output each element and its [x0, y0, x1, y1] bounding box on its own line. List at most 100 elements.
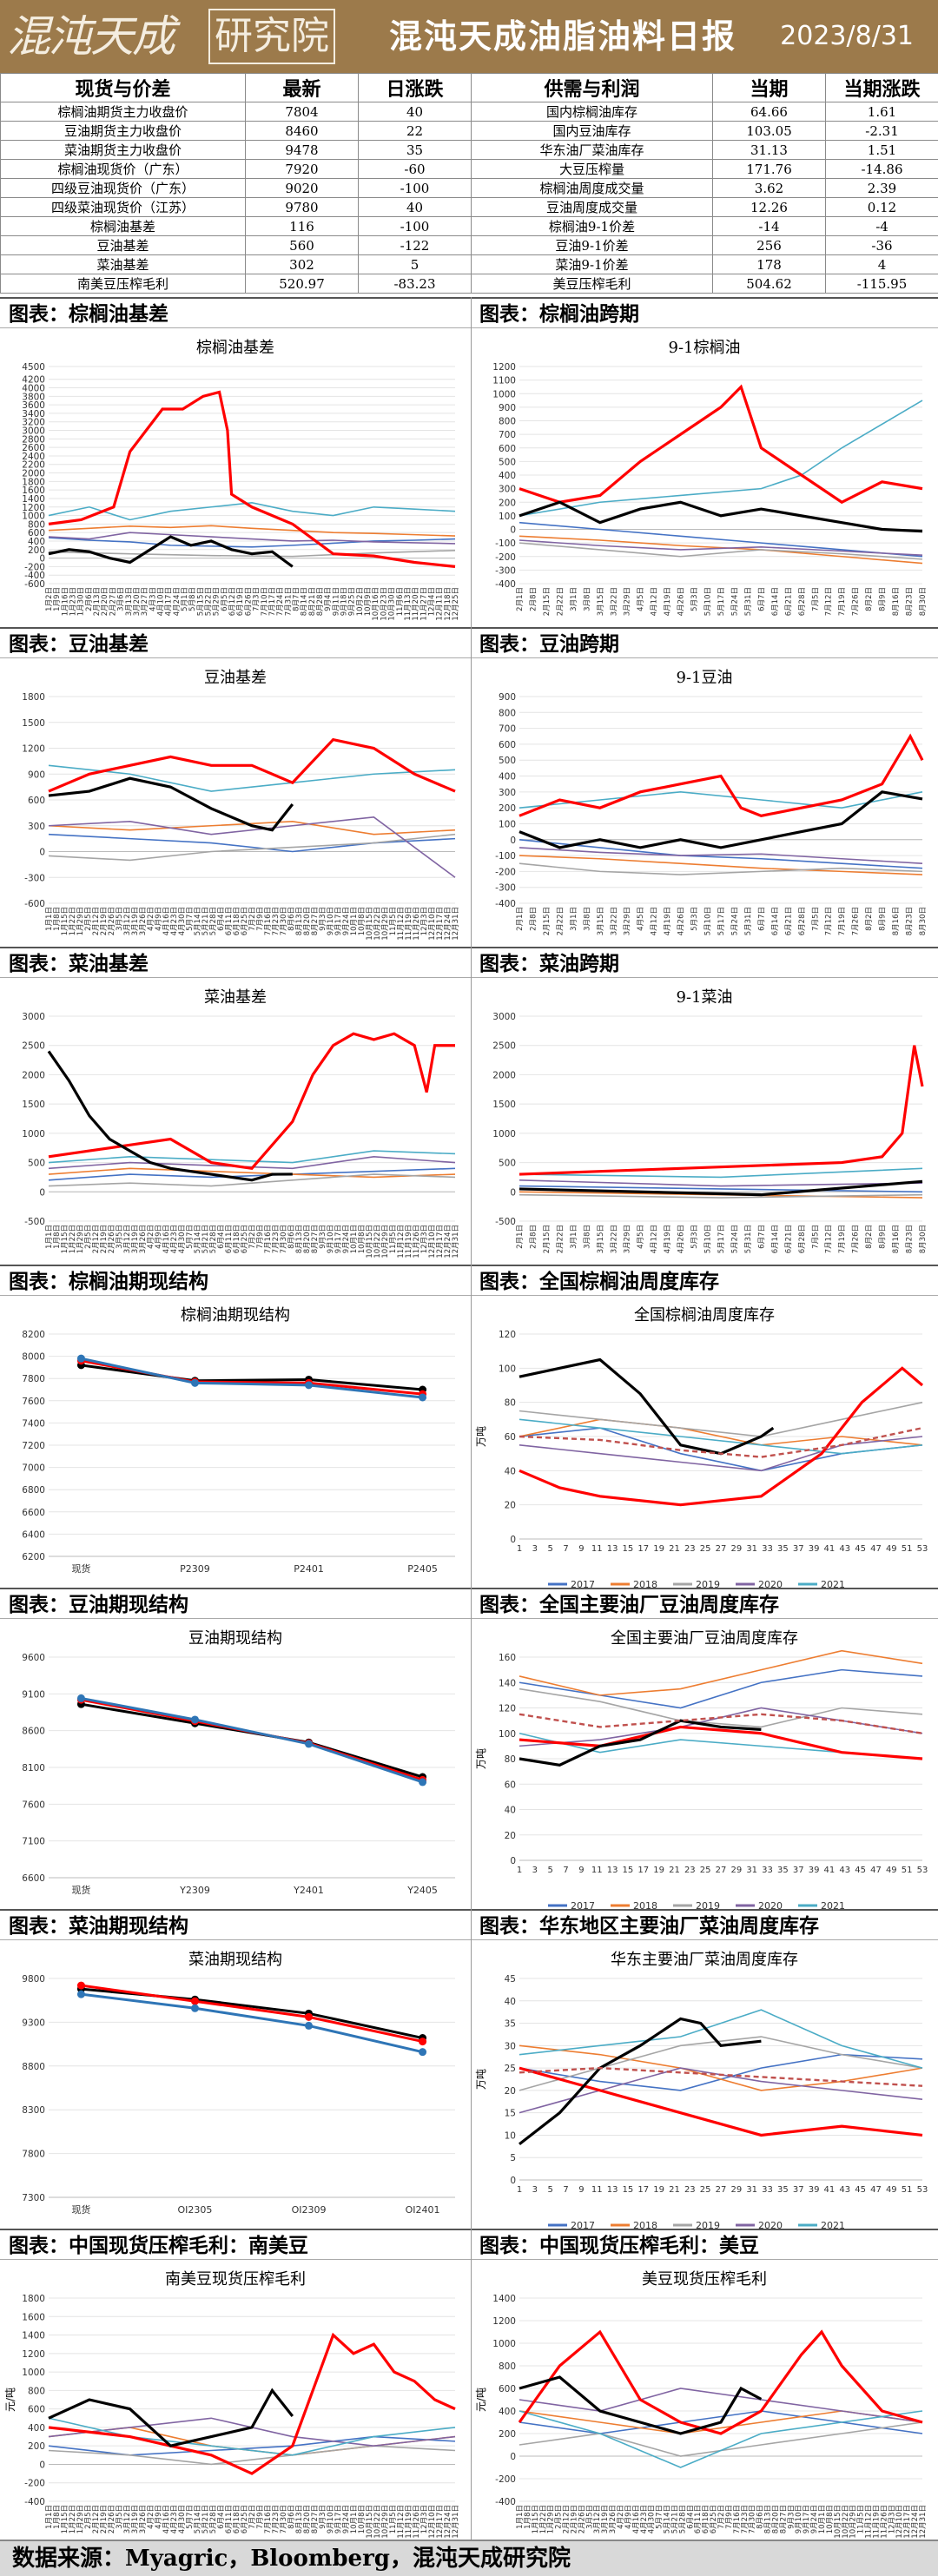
y-tick-label: 500 — [499, 756, 516, 766]
section-heading: 图表：豆油跨期 — [471, 627, 938, 658]
x-tick-label: 10月9日 — [364, 587, 373, 616]
x-tick-label: 11月19日 — [405, 1225, 413, 1258]
series-line — [519, 1167, 923, 1179]
section-heading: 图表：中国现货压榨毛利：南美豆 — [0, 2229, 471, 2260]
series-line — [519, 1401, 923, 1437]
x-tick-label: 1 — [517, 2185, 522, 2195]
x-tick-label: 10月8日 — [358, 1225, 367, 1253]
x-tick-label: 4月12日 — [651, 907, 659, 935]
table-row: 豆油9-1价差 256 -36 — [471, 235, 938, 255]
series-line — [519, 1436, 923, 1472]
y-tick-label: 8200 — [22, 1330, 45, 1340]
x-tick-label: 6月12日 — [228, 587, 237, 616]
x-tick-label: 13 — [607, 2185, 618, 2195]
legend-item: 2020 — [736, 1900, 783, 1912]
x-tick-label: 8月30日 — [919, 587, 928, 616]
row-label: 美豆压榨毛利 — [471, 274, 713, 294]
y-tick-label: 3000 — [22, 426, 45, 437]
series-line — [519, 384, 923, 505]
x-tick-label: 7 — [563, 1544, 568, 1554]
x-tick-label: 6月21日 — [784, 907, 793, 935]
row-value: 2.39 — [825, 178, 938, 198]
x-tick-label: 9 — [578, 2185, 584, 2195]
x-tick-label: 11月26日 — [880, 2505, 888, 2539]
y-tick-label: 600 — [499, 740, 516, 750]
x-tick-label: 29 — [730, 1544, 742, 1554]
x-tick-label: 8月20日 — [771, 2505, 780, 2533]
x-tick-label: 9月18日 — [340, 587, 349, 616]
x-tick-label: 4月2日 — [147, 907, 155, 931]
y-tick-label: 6400 — [22, 1529, 45, 1540]
chart-panel: 全国棕榈油周度库存 万吨 0 20 40 60 80 100 120 1 3 5 7 9 11 13 15 17 1… — [471, 1298, 938, 1612]
series-line — [519, 542, 923, 560]
x-tick-label: 51 — [902, 1544, 913, 1554]
x-tick-label: 7 — [563, 1866, 568, 1875]
legend-item: 2018 — [611, 2220, 657, 2231]
x-tick-label: 1 — [517, 1544, 522, 1554]
y-tick-label: 1200 — [492, 362, 516, 373]
x-tick-label: 41 — [824, 1544, 836, 1554]
row-value: 504.62 — [712, 274, 826, 294]
data-point — [419, 1393, 427, 1402]
x-tick-label: 12月11日 — [436, 587, 445, 621]
left-header-cell: 日涨跌 — [358, 73, 472, 102]
x-tick-label: 5月15日 — [196, 587, 205, 616]
x-tick-label: 3月12日 — [123, 907, 132, 935]
y-tick-label: 1200 — [22, 744, 45, 755]
row-value: 1.51 — [825, 140, 938, 160]
x-tick-label: 9月11日 — [332, 587, 340, 616]
x-tick-label: 12月3日 — [420, 1225, 429, 1253]
report-date: 2023/8/31 — [780, 21, 914, 51]
y-tick-label: 2500 — [22, 1041, 45, 1052]
chart-svg: 棕榈油期现结构 6200 6400 6600 6800 7000 7200 7400 7600 7… — [22, 1306, 455, 1606]
x-tick-label: 6月4日 — [217, 1225, 226, 1249]
series-line — [519, 862, 923, 875]
series-line — [519, 1357, 775, 1456]
x-tick-label: 25 — [700, 2185, 711, 2195]
x-tick-label: 8月20日 — [303, 907, 312, 935]
x-tick-label: 3月1日 — [570, 907, 578, 931]
y-tick-label: 1000 — [22, 2368, 45, 2378]
x-tick-label: P2401 — [294, 1563, 324, 1575]
x-tick-label: 8月21日 — [308, 587, 317, 616]
x-tick-label: 3月19日 — [601, 2505, 610, 2533]
y-tick-label: 500 — [499, 1159, 516, 1169]
data-point — [190, 2004, 199, 2012]
chart-title: 9-1菜油 — [677, 988, 733, 1007]
y-tick-label: 1800 — [22, 477, 45, 487]
right-header-row: 供需与利润 当期 当期涨跌 — [471, 73, 938, 102]
y-tick-label: 2200 — [22, 460, 45, 471]
x-tick-label: 31 — [746, 1544, 757, 1554]
x-tick-label: 47 — [870, 1544, 882, 1554]
y-tick-label: 8600 — [22, 1727, 45, 1737]
y-tick-label: 300 — [499, 788, 516, 798]
x-tick-label: 3月6日 — [117, 587, 126, 611]
y-tick-label: 7600 — [22, 1800, 45, 1810]
x-tick-label: P2405 — [407, 1563, 438, 1575]
x-tick-label: 19 — [653, 1866, 664, 1875]
y-tick-label: 3400 — [22, 409, 45, 419]
x-tick-label: 2月6日 — [85, 587, 94, 611]
y-tick-label: -600 — [24, 899, 45, 909]
x-tick-label: 8月6日 — [287, 2505, 296, 2529]
x-tick-label: 现货 — [71, 1884, 90, 1896]
table-row: 棕榈油9-1价差 -14 -4 — [471, 216, 938, 236]
x-tick-label: 5月14日 — [664, 2505, 672, 2533]
x-tick-label: 6月25日 — [241, 1225, 249, 1253]
x-tick-label: 2月15日 — [543, 587, 552, 616]
row-label: 棕榈油基差 — [0, 216, 246, 236]
series-line — [48, 833, 456, 862]
x-tick-label: 12月17日 — [436, 2505, 445, 2539]
x-tick-label: 8月30日 — [919, 1225, 928, 1253]
x-tick-label: 10月2日 — [356, 587, 365, 616]
x-tick-label: 9 — [578, 1544, 584, 1554]
spot-price-table: 现货与价差 最新 日涨跌 棕榈油期货主力收盘价 7804 40 豆油期货主力收盘价 8460 2… — [0, 73, 472, 294]
x-tick-label: 12月24日 — [444, 1225, 452, 1258]
x-tick-label: 11月12日 — [865, 2505, 874, 2539]
x-tick-label: 3月15日 — [597, 1225, 605, 1253]
series-line — [519, 539, 923, 556]
series-line — [48, 549, 456, 558]
chart-title: 9-1棕榈油 — [669, 339, 741, 357]
legend-label: 2019 — [696, 2220, 720, 2231]
y-tick-label: 6600 — [22, 1873, 45, 1884]
